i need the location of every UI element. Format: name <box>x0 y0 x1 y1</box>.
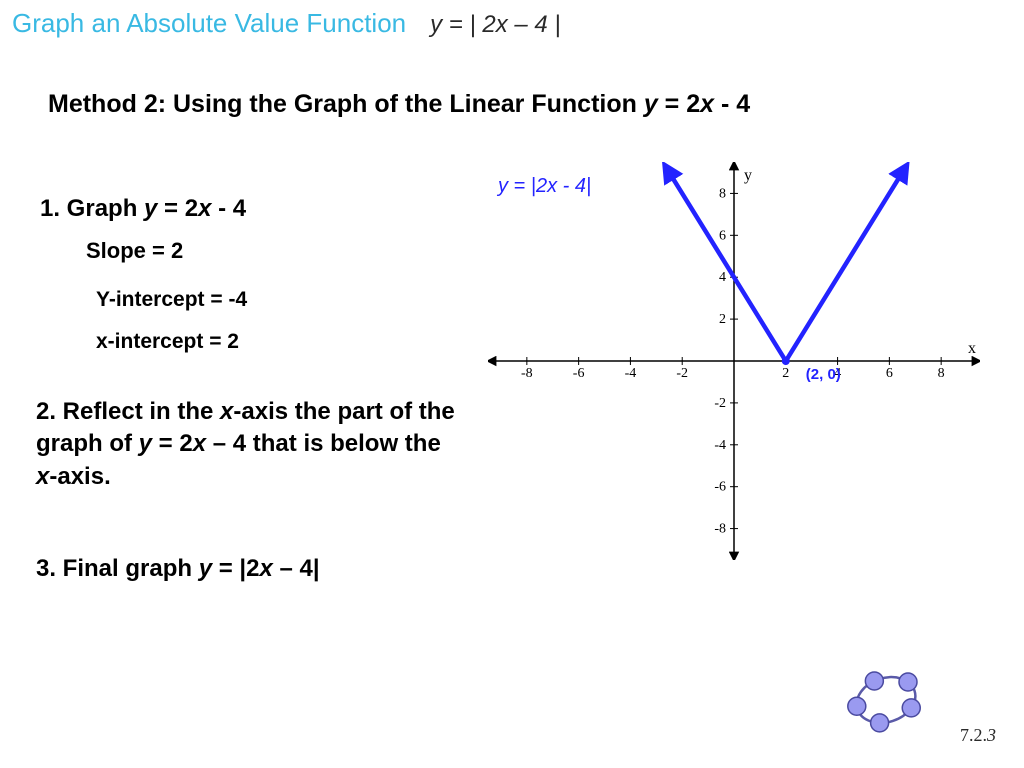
page-number: 7.2.3 <box>960 725 996 746</box>
svg-text:-2: -2 <box>676 366 688 381</box>
slide-title-row: Graph an Absolute Value Function y = | 2… <box>12 8 1012 39</box>
step-2: 2. Reflect in the x-axis the part of the… <box>36 396 466 493</box>
svg-text:x: x <box>968 340 976 357</box>
svg-text:y: y <box>744 167 752 184</box>
absolute-value-chart: -8-6-4-22468-8-6-4-22468xy(2, 0)y = |2x … <box>488 162 980 560</box>
svg-text:-2: -2 <box>714 396 726 411</box>
svg-text:6: 6 <box>719 228 726 243</box>
svg-text:-4: -4 <box>625 366 637 381</box>
svg-text:8: 8 <box>938 366 945 381</box>
title-equation: y = | 2x – 4 | <box>430 11 561 39</box>
step-3: 3. Final graph y = |2x – 4| <box>36 555 320 583</box>
step-1: 1. Graph y = 2x - 4 <box>40 195 246 223</box>
svg-text:6: 6 <box>886 366 893 381</box>
svg-text:2: 2 <box>782 366 789 381</box>
ring-logo-icon <box>843 658 929 738</box>
svg-text:-6: -6 <box>714 480 726 495</box>
svg-text:-8: -8 <box>714 522 726 537</box>
svg-text:-8: -8 <box>521 366 533 381</box>
svg-text:-6: -6 <box>573 366 585 381</box>
svg-text:4: 4 <box>719 270 726 285</box>
slope-text: Slope = 2 <box>86 238 183 264</box>
svg-text:-4: -4 <box>714 438 726 453</box>
slide-title: Graph an Absolute Value Function <box>12 8 406 39</box>
svg-text:2: 2 <box>719 312 726 327</box>
y-intercept-text: Y-intercept = -4 <box>96 288 247 312</box>
x-intercept-text: x-intercept = 2 <box>96 330 239 354</box>
svg-text:y = |2x - 4|: y = |2x - 4| <box>496 175 591 197</box>
svg-text:8: 8 <box>719 186 726 201</box>
method-heading: Method 2: Using the Graph of the Linear … <box>48 90 750 119</box>
svg-text:(2, 0): (2, 0) <box>806 366 841 383</box>
